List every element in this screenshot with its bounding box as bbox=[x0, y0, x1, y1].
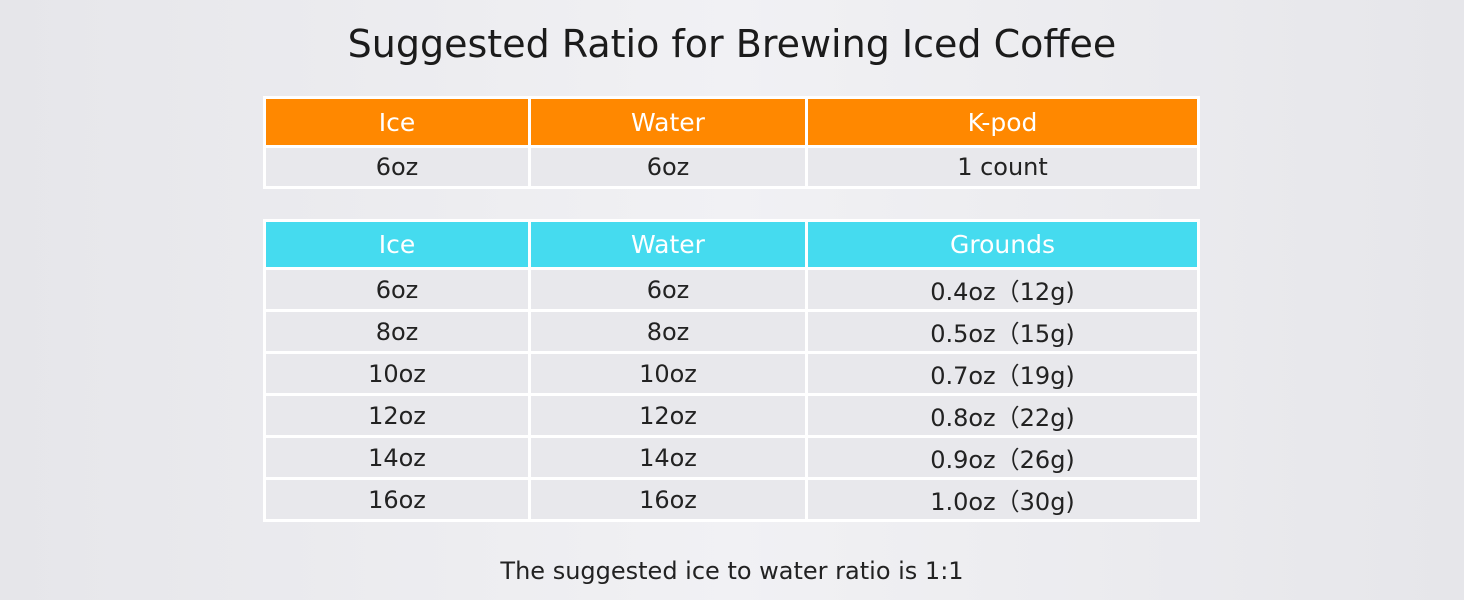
cell: 6oz bbox=[263, 267, 531, 312]
header-cell: K-pod bbox=[805, 96, 1200, 148]
grounds-table: Ice Water Grounds 6oz 6oz 0.4oz（12g) 8oz 8oz 0.5… bbox=[263, 219, 1200, 522]
footnote: The suggested ice to water ratio is 1:1 bbox=[500, 557, 964, 585]
cell: 14oz bbox=[528, 435, 808, 480]
cell: 12oz bbox=[528, 393, 808, 438]
row: 12oz 12oz 0.8oz（22g) bbox=[263, 393, 1200, 438]
cell: 6oz bbox=[263, 145, 531, 189]
cell: 8oz bbox=[528, 309, 808, 354]
title: Suggested Ratio for Brewing Iced Coffee bbox=[347, 22, 1117, 66]
cell: 16oz bbox=[263, 477, 531, 522]
cell: 6oz bbox=[528, 267, 808, 312]
cell: 16oz bbox=[528, 477, 808, 522]
header-row: Ice Water Grounds bbox=[263, 219, 1200, 270]
header-cell: Water bbox=[528, 219, 808, 270]
cell: 6oz bbox=[528, 145, 808, 189]
cell: 12oz bbox=[263, 393, 531, 438]
header-cell: Ice bbox=[263, 96, 531, 148]
cell: 0.7oz（19g) bbox=[805, 351, 1200, 396]
row: 14oz 14oz 0.9oz（26g) bbox=[263, 435, 1200, 480]
row: 10oz 10oz 0.7oz（19g) bbox=[263, 351, 1200, 396]
row: 16oz 16oz 1.0oz（30g) bbox=[263, 477, 1200, 522]
kpod-table: Ice Water K-pod 6oz 6oz 1 count bbox=[263, 96, 1200, 189]
cell: 0.8oz（22g) bbox=[805, 393, 1200, 438]
row: 8oz 8oz 0.5oz（15g) bbox=[263, 309, 1200, 354]
header-cell: Grounds bbox=[805, 219, 1200, 270]
cell: 1 count bbox=[805, 145, 1200, 189]
row: 6oz 6oz 1 count bbox=[263, 145, 1200, 189]
cell: 8oz bbox=[263, 309, 531, 354]
cell: 10oz bbox=[528, 351, 808, 396]
cell: 0.9oz（26g) bbox=[805, 435, 1200, 480]
cell: 0.4oz（12g) bbox=[805, 267, 1200, 312]
cell: 1.0oz（30g) bbox=[805, 477, 1200, 522]
header-row: Ice Water K-pod bbox=[263, 96, 1200, 148]
cell: 0.5oz（15g) bbox=[805, 309, 1200, 354]
header-cell: Water bbox=[528, 96, 808, 148]
cell: 10oz bbox=[263, 351, 531, 396]
cell: 14oz bbox=[263, 435, 531, 480]
row: 6oz 6oz 0.4oz（12g) bbox=[263, 267, 1200, 312]
header-cell: Ice bbox=[263, 219, 531, 270]
